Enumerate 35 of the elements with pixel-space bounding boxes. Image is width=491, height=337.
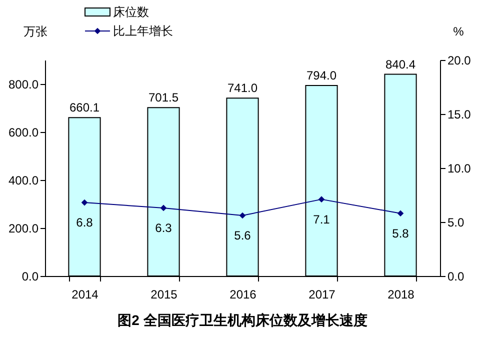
data-label: 6.3 [155, 220, 172, 235]
legend-label: 床位数 [113, 5, 149, 19]
data-label: 701.5 [148, 90, 179, 105]
y-axis-title: 万张 [24, 24, 48, 38]
y2-axis-title: % [453, 24, 464, 38]
point [318, 196, 325, 202]
y-tick-label: 800.0 [8, 78, 39, 92]
data-label: 6.8 [76, 216, 94, 230]
legend-label: 比上年增长 [113, 24, 173, 38]
point [239, 212, 246, 219]
y-tick-label: 400.0 [8, 174, 39, 188]
data-label: 840.4 [385, 57, 416, 72]
y-tick-label: 0.0 [22, 270, 39, 284]
data-label: 794.0 [306, 68, 337, 82]
y-tick-label: 200.0 [8, 222, 39, 236]
y2-tick-label: 10.0 [448, 162, 472, 176]
x-tick-label: 2014 [72, 288, 99, 302]
y2-tick-label: 20.0 [448, 54, 472, 68]
x-tick-label: 2015 [150, 288, 178, 302]
data-label: 741.0 [227, 81, 258, 96]
point [397, 210, 404, 217]
point [81, 199, 88, 206]
x-tick-label: 2017 [308, 288, 336, 302]
y-tick-label: 600.0 [8, 126, 39, 140]
data-label: 5.8 [392, 226, 410, 240]
data-label: 5.6 [234, 228, 252, 243]
point [160, 204, 167, 212]
x-tick-label: 2016 [230, 288, 257, 302]
text: 图2 全国医疗卫生机构床位数及增长速度 [118, 312, 368, 328]
data-label: 660.1 [69, 100, 100, 115]
data-label: 7.1 [313, 212, 330, 226]
x-tick-label: 2018 [388, 288, 415, 302]
y2-tick-label: 0.0 [448, 270, 465, 284]
y2-tick-label: 15.0 [448, 108, 472, 122]
y2-tick-label: 5.0 [448, 216, 465, 230]
